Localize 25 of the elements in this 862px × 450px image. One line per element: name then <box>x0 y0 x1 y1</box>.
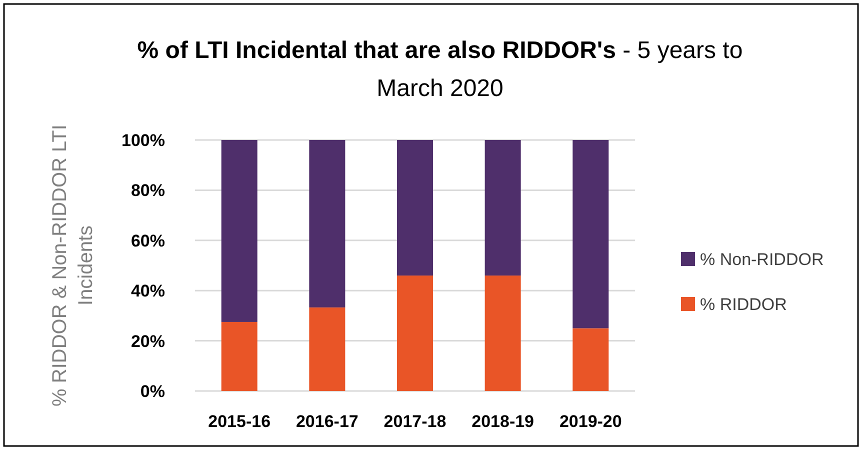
y-tick-label: 60% <box>130 231 165 250</box>
x-tick-label: 2019-20 <box>559 412 622 431</box>
y-tick-label: 40% <box>130 282 165 301</box>
bar <box>484 276 521 391</box>
bar <box>396 276 434 391</box>
y-tick-label: 0% <box>140 382 165 401</box>
y-tick-label: 100% <box>122 131 165 150</box>
y-tick-label: 80% <box>130 181 165 200</box>
chart-title: % of LTI Incidental that are also RIDDOR's - 5 years to March 2020 <box>137 37 743 102</box>
x-tick-label: 2017-18 <box>384 412 446 431</box>
y-tick-label: 20% <box>130 332 165 351</box>
bar <box>572 328 609 391</box>
bar <box>309 307 346 391</box>
bar <box>396 140 434 276</box>
bar <box>221 322 258 391</box>
bar <box>221 140 258 322</box>
bar <box>484 140 521 276</box>
x-tick-label: 2015-16 <box>208 412 271 431</box>
legend-label: % RIDDOR <box>700 295 787 314</box>
x-tick-label: 2018-19 <box>472 412 534 431</box>
bar <box>572 140 609 328</box>
y-axis-title: % RIDDOR & Non-RIDDOR LTI Incidents <box>49 124 97 406</box>
bar <box>309 140 346 308</box>
x-tick-label: 2016-17 <box>296 412 358 431</box>
legend-label: % Non-RIDDOR <box>700 250 824 269</box>
